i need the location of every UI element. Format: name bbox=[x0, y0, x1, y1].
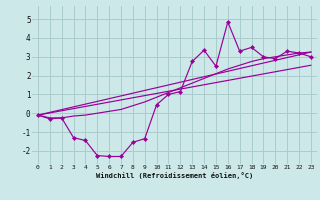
X-axis label: Windchill (Refroidissement éolien,°C): Windchill (Refroidissement éolien,°C) bbox=[96, 172, 253, 179]
